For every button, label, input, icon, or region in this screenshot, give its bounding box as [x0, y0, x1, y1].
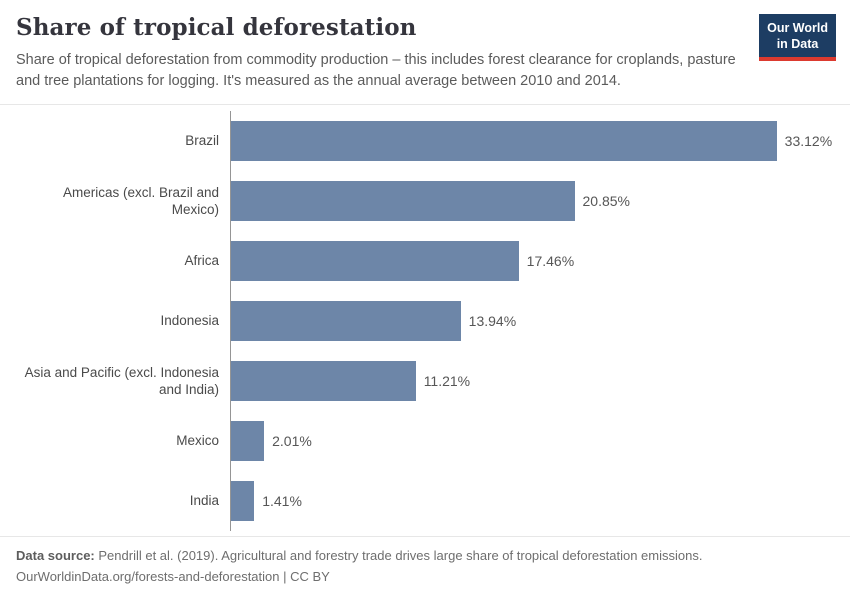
chart-row: Africa 17.46% [16, 231, 834, 292]
owid-logo-line1: Our World [767, 21, 828, 35]
value-label: 33.12% [784, 133, 833, 150]
bar-chart: Brazil 33.12% Americas (excl. Brazil and M… [0, 105, 850, 536]
bar-track: 20.85% [230, 171, 834, 232]
chart-subtitle: Share of tropical deforestation from com… [16, 52, 736, 90]
category-label: India [189, 493, 219, 509]
footer: Data source: Pendrill et al. (2019). Agr… [0, 536, 850, 600]
value-label: 13.94% [468, 313, 517, 330]
chart-row: Asia and Pacific (excl. Indonesia and In… [16, 351, 834, 412]
bar-track: 17.46% [230, 231, 834, 292]
chart-row: Brazil 33.12% [16, 111, 834, 172]
category-label: Americas (excl. Brazil and Mexico) [62, 184, 219, 218]
header-text: Share of tropical deforestation Share of… [16, 12, 746, 92]
chart-row: Americas (excl. Brazil and Mexico) 20.85% [16, 171, 834, 232]
bar-track: 1.41% [230, 471, 834, 532]
chart-row: Mexico 2.01% [16, 411, 834, 472]
value-label: 11.21% [423, 373, 471, 390]
source-label: Data source: [16, 548, 95, 564]
bar-track: 11.21% [230, 351, 834, 412]
category-label: Asia and Pacific (excl. Indonesia and In… [24, 364, 219, 398]
bar[interactable] [231, 361, 416, 402]
bar-track: 13.94% [230, 291, 834, 352]
chart-row: Indonesia 13.94% [16, 291, 834, 352]
bar[interactable] [231, 241, 519, 282]
bar[interactable] [231, 481, 255, 522]
bar[interactable] [231, 121, 777, 162]
value-label: 1.41% [262, 493, 302, 510]
owid-logo-line2: in Data [776, 37, 819, 52]
category-label: Africa [184, 253, 219, 269]
value-label: 2.01% [272, 433, 312, 450]
bar-track: 33.12% [230, 111, 834, 172]
value-label: 20.85% [582, 193, 630, 210]
source-line: Data source: Pendrill et al. (2019). Agr… [16, 546, 834, 567]
source-text: Pendrill et al. (2019). Agricultural and… [98, 548, 703, 564]
bar-track: 2.01% [230, 411, 834, 472]
category-label: Mexico [176, 433, 219, 449]
header: Share of tropical deforestation Share of… [0, 0, 850, 106]
owid-logo[interactable]: Our World in Data [759, 14, 836, 61]
category-label: Indonesia [160, 313, 219, 329]
category-label: Brazil [185, 133, 219, 149]
chart-title: Share of tropical deforestation [16, 14, 417, 41]
footer-link[interactable]: OurWorldinData.org/forests-and-deforesta… [16, 569, 330, 585]
bar[interactable] [231, 301, 461, 342]
bar[interactable] [231, 421, 265, 462]
value-label: 17.46% [526, 253, 575, 270]
bar[interactable] [231, 181, 575, 222]
chart-row: India 1.41% [16, 471, 834, 532]
